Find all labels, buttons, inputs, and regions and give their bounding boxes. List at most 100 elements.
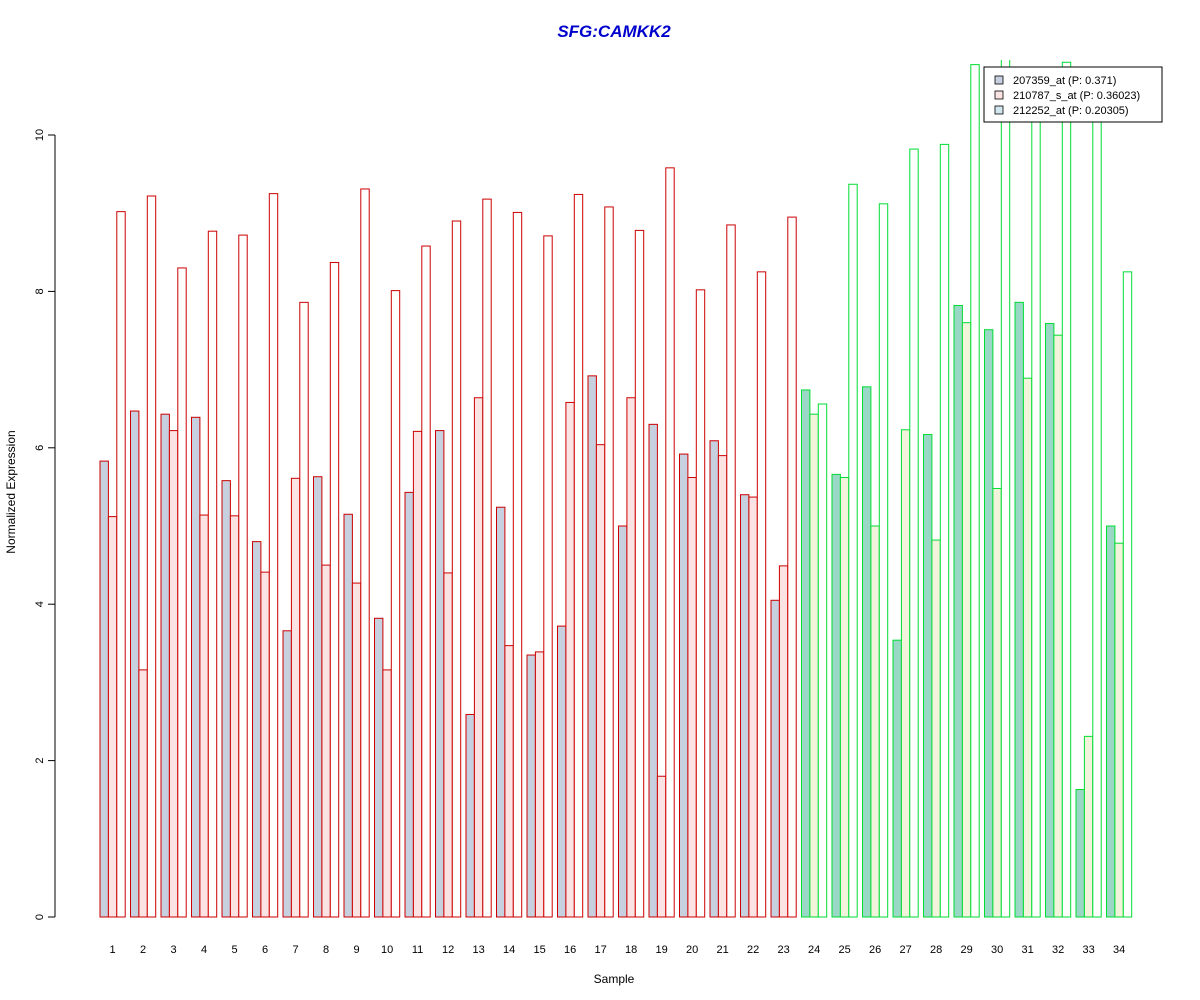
bar-s3-sample-13 [482,198,492,918]
bar-s3-sample-32 [1061,61,1072,918]
y-tick-label: 2 [34,758,46,764]
bar-s3-sample-15 [543,235,553,918]
legend-box [983,66,1163,123]
bar-s3-sample-16 [573,193,584,918]
x-tick-label: 3 [171,944,177,956]
bar-s1-sample-7 [282,630,292,918]
x-tick-label: 4 [201,944,207,956]
bar-s2-sample-8 [321,564,331,918]
bar-s1-sample-33 [1075,789,1085,918]
bar-s3-sample-34 [1122,271,1133,918]
bar-s1-sample-16 [557,625,567,918]
x-tick-label: 31 [1021,944,1033,956]
x-tick-label: 10 [381,944,393,956]
bar-s3-sample-29 [970,64,980,918]
bar-s2-sample-22 [748,496,758,918]
bar-s3-sample-23 [787,216,797,918]
bar-s3-sample-9 [360,188,370,918]
legend-swatch [994,75,1004,85]
x-axis-ticks: 1 2 3 4 5 6 7 8 9 10 11 12 13 14 15 16 17 18 19 20 21 22 23 24 2… [110,944,1126,956]
bar-s3-sample-33 [1092,118,1102,918]
bar-s1-sample-3 [160,413,170,918]
bar-s3-sample-25 [848,183,858,918]
bar-s2-sample-25 [839,477,850,918]
bar-s2-sample-24 [809,413,819,918]
bar-s3-sample-4 [207,230,218,918]
bar-s2-sample-17 [595,444,606,918]
bar-s1-sample-6 [252,541,262,918]
bar-s3-sample-18 [634,229,645,918]
bar-s3-sample-21 [726,224,736,918]
bar-s1-sample-24 [801,389,811,918]
bar-s1-sample-15 [526,654,536,918]
bar-s1-sample-31 [1014,301,1024,918]
bar-s1-sample-23 [770,599,780,918]
bar-s2-sample-19 [656,775,667,918]
bar-s2-sample-34 [1114,542,1124,918]
x-tick-label: 8 [323,944,329,956]
bar-s1-sample-19 [648,423,658,918]
bars-group [99,60,1133,918]
x-tick-label: 14 [503,944,515,956]
bar-s2-sample-4 [199,514,209,918]
bar-s1-sample-18 [618,525,628,918]
bar-s3-sample-20 [695,289,706,918]
bar-s2-sample-9 [351,582,362,918]
bar-s2-sample-12 [443,572,453,918]
bar-s1-sample-22 [740,494,750,918]
legend-swatch [994,90,1004,100]
bar-s2-sample-7 [290,477,301,918]
bar-s3-sample-2 [146,195,157,918]
bar-s2-sample-32 [1053,334,1063,918]
y-tick-label: 10 [34,129,46,141]
bar-s2-sample-33 [1083,735,1094,918]
x-axis-label: Sample [594,972,635,986]
legend-swatch [994,105,1004,115]
bar-s1-sample-28 [923,434,933,918]
x-tick-label: 26 [869,944,881,956]
bar-s3-sample-10 [390,290,401,918]
x-tick-label: 28 [930,944,942,956]
bar-s1-sample-14 [496,506,506,918]
y-tick-label: 0 [34,914,46,920]
legend-entry: 207359_at (P: 0.371) [1013,75,1116,87]
bar-s1-sample-10 [374,617,384,918]
bar-s2-sample-1 [107,516,118,918]
bar-s1-sample-11 [404,491,414,918]
x-tick-label: 34 [1113,944,1125,956]
bar-s3-sample-22 [756,271,767,918]
bar-s2-sample-11 [412,430,423,918]
bar-s3-sample-26 [878,203,889,918]
bar-s1-sample-29 [953,304,963,918]
bar-s1-sample-1 [99,460,109,918]
y-tick-label: 6 [34,445,46,451]
bar-s1-sample-21 [709,440,719,918]
y-axis-label: Normalized Expression [4,430,18,553]
x-tick-label: 32 [1052,944,1064,956]
x-tick-label: 13 [472,944,484,956]
x-tick-label: 29 [960,944,972,956]
bar-s3-sample-1 [116,211,126,918]
bar-s2-sample-15 [534,651,545,918]
bar-s3-sample-11 [421,245,431,918]
bar-s2-sample-23 [778,565,789,918]
x-tick-label: 21 [716,944,728,956]
x-tick-label: 11 [412,944,423,956]
y-tick-label: 8 [34,288,46,294]
bar-s2-sample-5 [229,515,240,918]
bar-s2-sample-10 [382,669,392,918]
x-tick-label: 18 [625,944,637,956]
bar-s1-sample-27 [892,639,902,918]
bar-s1-sample-32 [1045,322,1055,918]
bar-s2-sample-13 [473,397,484,918]
bar-s2-sample-14 [504,645,514,918]
x-tick-label: 23 [777,944,789,956]
x-tick-label: 20 [686,944,698,956]
bar-s2-sample-29 [961,322,972,918]
bar-s1-sample-2 [130,410,140,918]
x-tick-label: 33 [1082,944,1094,956]
bar-s3-sample-28 [939,143,950,918]
bar-s3-sample-24 [817,403,828,918]
bar-s2-sample-3 [168,430,179,918]
x-tick-label: 30 [991,944,1003,956]
